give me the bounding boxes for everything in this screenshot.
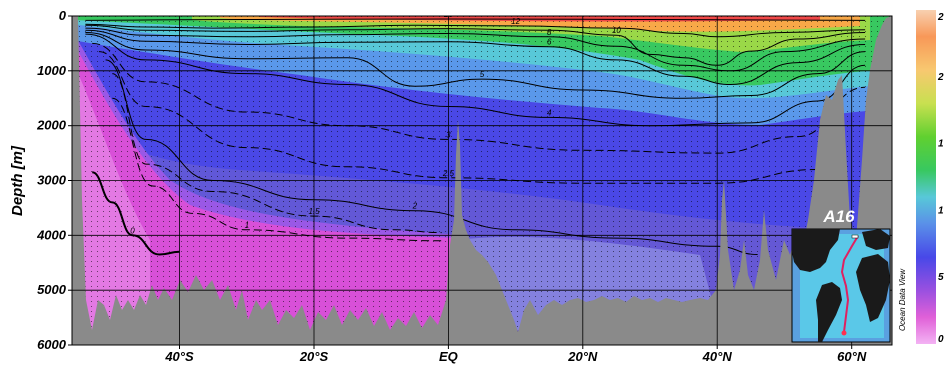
contour-label: 4	[547, 108, 552, 117]
inset-map-africa	[856, 254, 890, 322]
contour-line-8	[85, 27, 866, 72]
contour-line-5	[85, 32, 866, 99]
y-tick-label: 0	[59, 8, 67, 23]
colorbar-labels: 2 2 1 1 5 0	[937, 12, 944, 345]
grid-lines	[72, 16, 892, 345]
contour-label: 5	[480, 70, 485, 79]
x-tick-label: 20°S	[299, 349, 329, 364]
y-tick-label: 5000	[37, 282, 67, 297]
x-tick-label: 40°N	[702, 349, 733, 364]
contour-label: 8	[547, 28, 552, 37]
colorbar-label: 1	[938, 139, 944, 150]
contour-line-12	[85, 23, 866, 38]
colorbar-label: 5	[938, 272, 944, 283]
x-axis-ticks: 40°S 20°S EQ 20°N 40°N 60°N	[164, 345, 867, 364]
contour-line-2-5	[98, 51, 819, 184]
inset-map	[791, 228, 891, 343]
section-label: A16	[822, 207, 855, 226]
plot-area: 201210865432.521.510	[72, 16, 892, 345]
contour-label: 12	[511, 17, 520, 26]
contour-label: 0	[130, 226, 135, 235]
colorbar-label: 0	[938, 334, 944, 345]
contour-label: 6	[547, 38, 552, 47]
colorbar	[916, 10, 936, 344]
inset-map-north-america	[792, 229, 840, 272]
inset-map-south-america	[816, 282, 842, 342]
y-axis-ticks: 0 1000 2000 3000 4000 5000 6000	[36, 8, 72, 352]
inset-map-track	[840, 235, 859, 333]
y-tick-label: 2000	[36, 118, 67, 133]
contour-line-2	[105, 59, 758, 255]
colorbar-label: 2	[937, 72, 944, 83]
y-tick-label: 1000	[37, 63, 67, 78]
x-tick-label: 40°S	[164, 349, 194, 364]
watermark: Ocean Data View	[898, 268, 907, 331]
y-tick-label: 4000	[36, 227, 67, 242]
contour-lines: 201210865432.521.510	[85, 16, 866, 256]
contour-label: 2	[412, 202, 418, 211]
contour-line-1	[112, 97, 442, 242]
contour-line-1-5	[112, 73, 442, 234]
x-tick-label: EQ	[439, 349, 458, 364]
inset-map-track-start-marker	[851, 234, 859, 239]
colorbar-label: 1	[938, 205, 944, 216]
inset-map-europe	[862, 229, 890, 250]
contour-line-10	[85, 24, 866, 66]
inset-map-track-end-marker	[841, 330, 847, 336]
contour-label: 1	[245, 221, 249, 230]
colorbar-label: 2	[937, 12, 944, 23]
contour-line-4	[85, 33, 866, 127]
y-tick-label: 3000	[37, 173, 67, 188]
contour-line-6	[85, 29, 866, 86]
contour-line-3	[92, 42, 866, 154]
x-tick-label: 60°N	[837, 349, 867, 364]
y-tick-label: 6000	[37, 337, 67, 352]
contour-label: 10	[612, 26, 621, 35]
y-axis-title: Depth [m]	[9, 145, 26, 216]
contour-line-20	[85, 18, 866, 21]
x-tick-label: 20°N	[567, 349, 598, 364]
